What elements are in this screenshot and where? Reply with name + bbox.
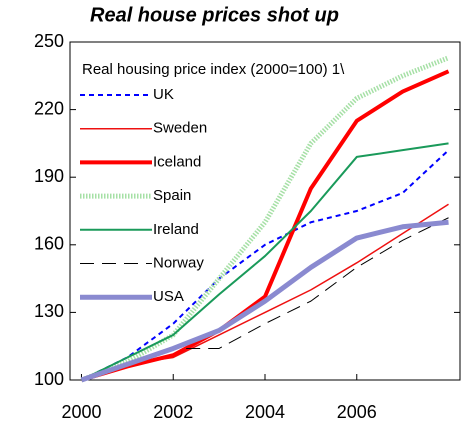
y-tick-label: 250 [34,31,64,51]
legend-label: USA [153,288,184,305]
x-tick-label: 2006 [337,402,377,422]
x-tick-label: 2000 [61,402,101,422]
series-line [81,149,450,381]
chart-title: Real house prices shot up [90,4,339,26]
y-tick-label: 220 [34,98,64,118]
series-line [81,217,449,381]
y-tick-label: 160 [34,234,64,254]
series-line [80,55,450,383]
legend-label: Spain [153,187,191,204]
legend-label: Norway [153,254,204,271]
series-line [80,69,450,382]
legend-label: Sweden [153,120,207,137]
y-tick-label: 100 [34,369,64,389]
legend-label: UK [153,86,174,103]
legend-label: Ireland [153,221,199,238]
x-tick-label: 2004 [245,402,285,422]
series-line [81,142,449,381]
x-tick-label: 2002 [153,402,193,422]
y-tick-label: 190 [34,166,64,186]
legend-label: Iceland [153,153,201,170]
annotation: Real housing price index (2000=100) 1\ [82,61,345,78]
y-tick-label: 130 [34,301,64,321]
series-line [80,219,449,383]
